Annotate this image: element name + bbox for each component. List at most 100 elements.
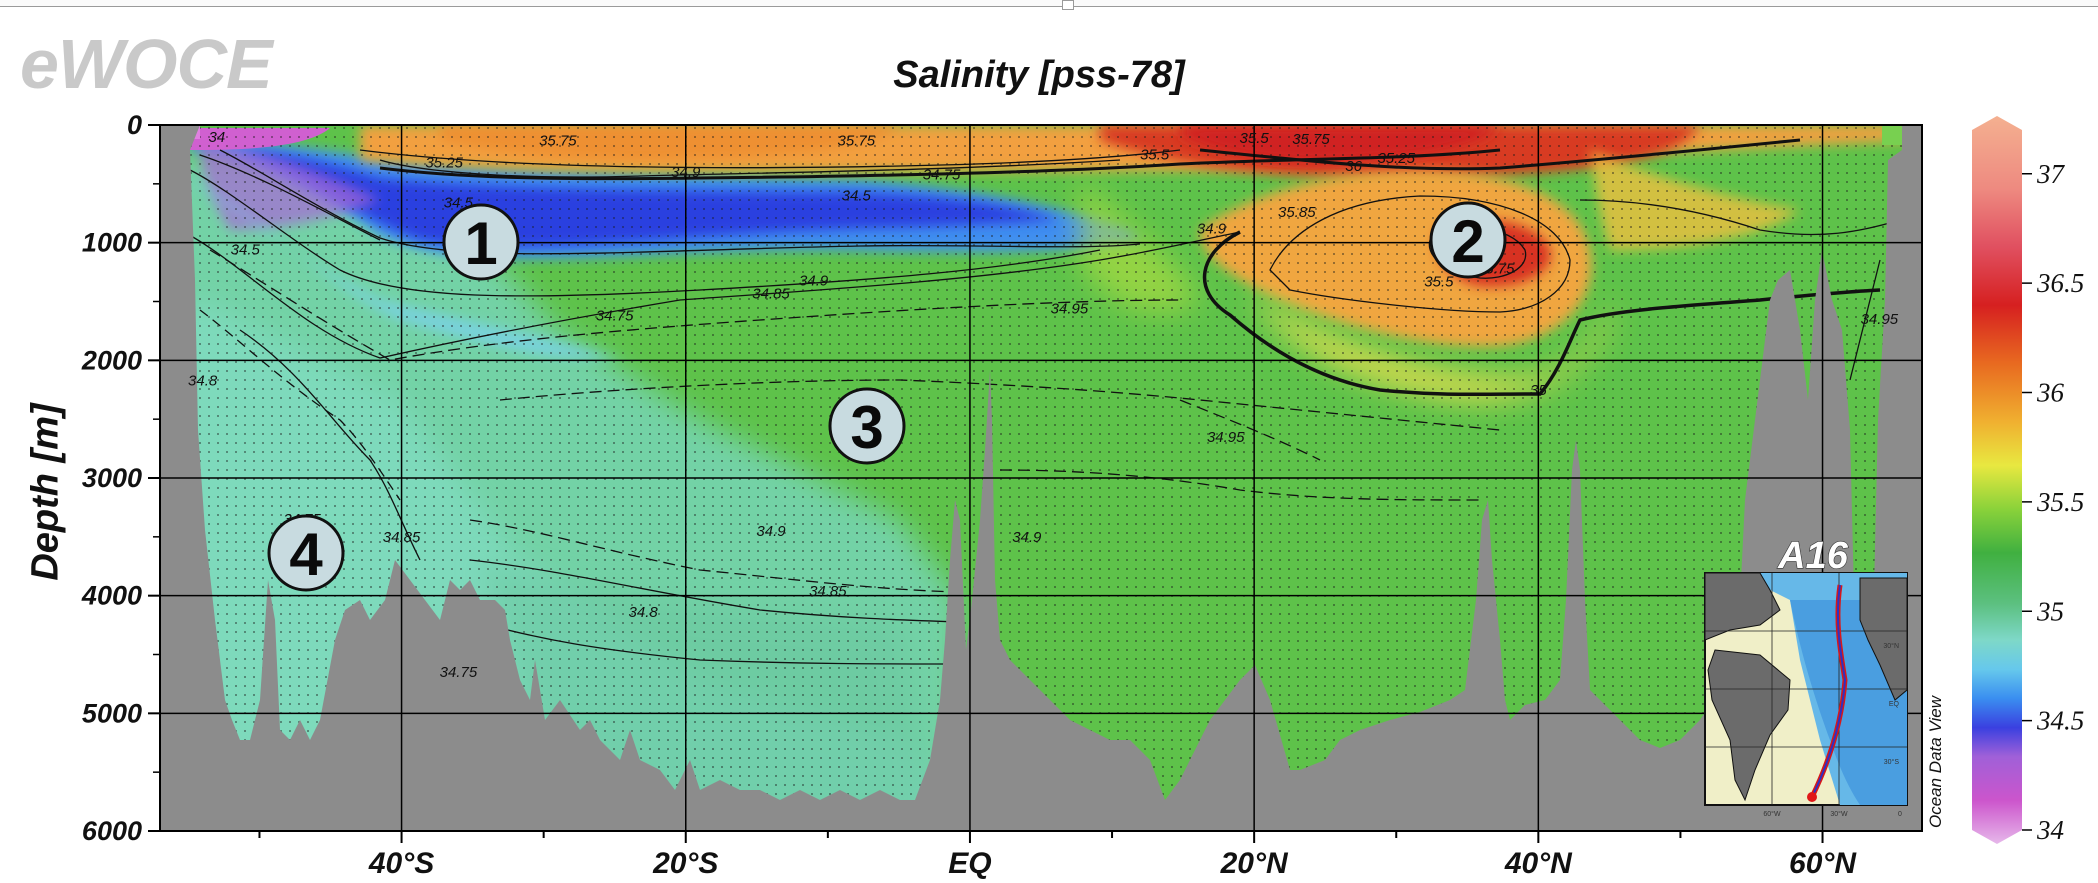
resize-handle[interactable] xyxy=(1062,0,1074,10)
contour-35-north xyxy=(1579,199,1901,236)
y-tick-label-4000: 4000 xyxy=(81,581,142,611)
contour-label-31: 34.8 xyxy=(629,604,659,621)
colorbar-ticks: 34 34.5 35 35.5 36 36.5 37 xyxy=(2022,159,2084,845)
colorbar-tick-label-34: 34 xyxy=(2036,815,2064,845)
contour-label-25: 34.95 xyxy=(1207,429,1245,446)
contour-label-11: 34.75 xyxy=(596,308,634,325)
inset-map: A16 30°N EQ 30°S 60°W 30°W 0 xyxy=(1704,534,1908,818)
x-axis-ticks: 40°S 20°S EQ 20°N 40°N 60°N xyxy=(258,831,1857,880)
y-tick-label-6000: 6000 xyxy=(82,816,142,846)
y-tick-label-3000: 3000 xyxy=(82,463,142,493)
contour-34-75-bottom xyxy=(469,619,961,665)
inset-africa-europe xyxy=(1859,577,1908,701)
inset-tick-30n: 30°N xyxy=(1883,642,1899,650)
contour-label-23: 35 xyxy=(1530,382,1547,399)
contour-label-16: 35.75 xyxy=(1292,131,1330,148)
contour-label-14: 35.5 xyxy=(1140,146,1170,163)
marker-3: 3 xyxy=(828,387,906,465)
contour-34-5 xyxy=(219,149,1141,255)
marker-1: 1 xyxy=(442,203,520,281)
contour-34-8-south xyxy=(199,309,401,501)
contour-label-28: 34.9 xyxy=(756,523,786,540)
contour-label-4: 35.75 xyxy=(838,132,876,149)
colorbar-tick-label-37: 37 xyxy=(2036,159,2066,189)
contour-label-27: 34.85 xyxy=(383,529,421,546)
contour-35-med xyxy=(1202,230,1881,397)
contour-label-2: 35.25 xyxy=(425,155,463,172)
contour-34-85 xyxy=(179,229,1241,359)
contour-label-1: 35.75 xyxy=(539,132,577,149)
contour-34-9-mid xyxy=(499,379,1501,431)
marker-2-circle xyxy=(1429,201,1507,279)
contour-35-5-south xyxy=(359,149,1181,169)
colorbar-tick-label-34.5: 34.5 xyxy=(2036,706,2084,736)
contour-label-5: 34.75 xyxy=(923,166,961,183)
marker-4-label: 4 xyxy=(289,521,323,588)
contour-label-8: 34.5 xyxy=(231,242,261,259)
contour-34-9 xyxy=(209,249,1181,361)
colorbar-tick-label-36.5: 36.5 xyxy=(2036,268,2084,298)
contour-label-18: 36 xyxy=(1345,158,1362,175)
contour-label-30: 34.85 xyxy=(809,583,847,600)
inset-title: A16 xyxy=(1777,535,1849,577)
inset-tick-0: 0 xyxy=(1898,811,1902,818)
inset-tick-eq: EQ xyxy=(1889,701,1900,708)
contour-34-85-deep xyxy=(469,519,961,593)
marker-4-circle xyxy=(267,514,345,592)
contour-34-75 xyxy=(189,169,1101,297)
contour-34-8-deep xyxy=(469,559,961,623)
contour-35-south xyxy=(379,159,1121,178)
inset-start-point xyxy=(1807,792,1817,802)
chart-title: Salinity [pss-78] xyxy=(0,54,2098,97)
x-tick-label-40°N: 40°N xyxy=(1504,847,1573,880)
inset-tick-60w: 60°W xyxy=(1763,810,1781,818)
contour-34-9-mid2 xyxy=(999,469,1481,501)
marker-1-circle xyxy=(442,203,520,281)
contour-label-15: 35.5 xyxy=(1240,130,1270,147)
contour-label-0: 34 xyxy=(208,129,225,146)
contour-label-29: 34.9 xyxy=(1012,529,1042,546)
inset-section-track-core xyxy=(1811,584,1847,798)
marker-1-label: 1 xyxy=(464,210,497,277)
y-tick-label-1000: 1000 xyxy=(82,228,142,258)
contour-label-3: 34.9 xyxy=(671,164,701,181)
contour-35-5-med xyxy=(1269,195,1571,313)
y-tick-label-2000: 2000 xyxy=(81,345,142,375)
y-axis-ticks: 0 1000 2000 3000 4000 5000 6000 xyxy=(81,110,160,846)
chart-title-text: Salinity [pss-78] xyxy=(893,54,1185,96)
seafloor xyxy=(160,125,1922,831)
y-tick-label-0: 0 xyxy=(127,110,142,140)
contour-36-thick xyxy=(1199,138,1801,171)
contour-label-7: 34.5 xyxy=(842,188,872,205)
x-tick-label-20°S: 20°S xyxy=(652,847,718,880)
inset-tick-30w: 30°W xyxy=(1830,810,1848,818)
inset-north-america xyxy=(1704,572,1781,641)
contour-label-13: 34.9 xyxy=(1197,221,1227,238)
window-top-bar xyxy=(0,0,2098,10)
water-mass-markers: 1 2 3 4 xyxy=(267,201,1507,592)
x-tick-label-60°N: 60°N xyxy=(1789,847,1857,880)
marker-4: 4 xyxy=(267,514,345,592)
contour-label-24: 34.8 xyxy=(188,372,218,389)
colorbar-tick-label-36: 36 xyxy=(2036,378,2065,408)
marker-2-label: 2 xyxy=(1451,208,1484,275)
colorbar-tick-label-35: 35 xyxy=(2036,596,2064,626)
colorbar-tick-label-35.5: 35.5 xyxy=(2036,487,2084,517)
x-tick-label-EQ: EQ xyxy=(948,847,991,880)
contour-label-22: 34.95 xyxy=(1861,311,1899,328)
marker-2: 2 xyxy=(1429,201,1507,279)
contour-label-10: 34.85 xyxy=(752,285,790,302)
colorbar: 34 34.5 35 35.5 36 36.5 37 xyxy=(1972,116,2084,845)
contour-label-20: 35.5 xyxy=(1424,273,1454,290)
ewoce-logo: eWOCE xyxy=(20,25,273,103)
x-tick-label-40°S: 40°S xyxy=(368,847,434,880)
contour-label-19: 35.85 xyxy=(1278,204,1316,221)
inset-tick-30s: 30°S xyxy=(1884,758,1900,766)
y-tick-label-5000: 5000 xyxy=(82,698,142,728)
ocean-data-view-credit: Ocean Data View xyxy=(1926,694,1945,828)
contour-label-17: 35.25 xyxy=(1377,150,1415,167)
contour-34-95-far-north xyxy=(1849,259,1881,381)
marker-3-circle xyxy=(828,387,906,465)
